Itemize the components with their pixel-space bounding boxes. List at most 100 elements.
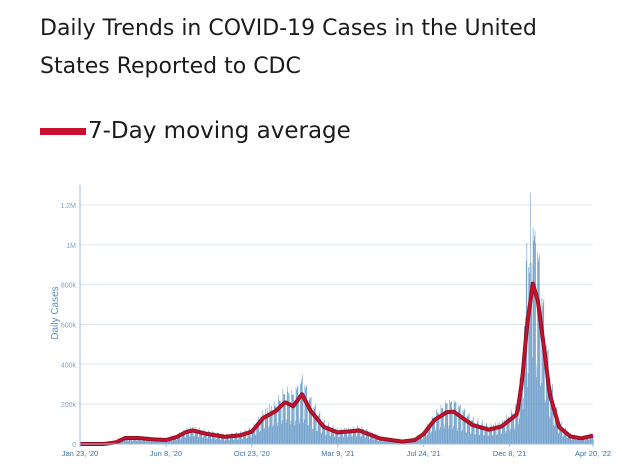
daily-case-bar — [549, 416, 550, 444]
daily-case-bar — [518, 418, 520, 444]
daily-case-bar — [202, 437, 204, 444]
daily-case-bar — [441, 408, 442, 444]
daily-case-bar — [590, 434, 592, 444]
daily-case-bar — [436, 412, 438, 444]
daily-case-bar — [540, 382, 542, 444]
daily-case-bar — [537, 252, 538, 444]
daily-case-bar — [567, 438, 568, 444]
daily-case-bar — [541, 297, 543, 444]
daily-case-bar — [291, 394, 293, 444]
daily-case-bar — [322, 422, 323, 444]
daily-case-bar — [368, 434, 370, 444]
daily-case-bar — [443, 428, 445, 444]
daily-case-bar — [386, 441, 388, 444]
daily-case-bar — [254, 435, 256, 444]
daily-case-bar — [474, 434, 476, 444]
daily-case-bar — [507, 418, 509, 444]
daily-case-bar — [310, 396, 312, 444]
daily-case-bar — [472, 418, 474, 444]
daily-case-bar — [307, 400, 308, 444]
y-tick-label: 1.2M — [60, 203, 76, 210]
daily-case-bar — [382, 441, 383, 444]
daily-case-bar — [349, 429, 350, 444]
daily-case-bar — [487, 426, 488, 444]
daily-case-bar — [355, 436, 357, 444]
daily-case-bar — [498, 425, 500, 444]
daily-case-bar — [127, 440, 129, 444]
daily-case-bar — [186, 430, 188, 444]
daily-case-bar — [576, 435, 578, 444]
x-tick-label: Jul 24, '21 — [407, 449, 441, 458]
daily-case-bar — [222, 433, 223, 444]
daily-case-bar — [131, 438, 133, 444]
daily-case-bar — [570, 435, 572, 444]
daily-case-bar — [426, 436, 427, 444]
daily-case-bar — [490, 426, 491, 444]
daily-case-bar — [566, 438, 568, 444]
daily-case-bar — [582, 436, 584, 444]
daily-case-bar — [502, 419, 503, 444]
daily-case-bar — [260, 415, 262, 444]
daily-case-bar — [266, 407, 268, 444]
daily-case-bar — [476, 421, 478, 444]
daily-case-bar — [202, 438, 203, 444]
daily-case-bar — [456, 412, 457, 444]
daily-case-bar — [481, 423, 482, 444]
daily-case-bar — [295, 387, 297, 444]
daily-case-bar — [337, 427, 338, 444]
daily-case-bar — [536, 365, 538, 444]
daily-case-bar — [352, 426, 354, 444]
daily-case-bar — [272, 426, 274, 444]
daily-case-bar — [198, 436, 200, 444]
daily-case-bar — [418, 440, 419, 444]
daily-case-bar — [249, 430, 251, 444]
daily-case-bar — [451, 412, 453, 444]
daily-case-bar — [552, 399, 554, 444]
daily-case-bar — [221, 433, 222, 444]
daily-case-bar — [419, 435, 421, 444]
daily-case-bar — [193, 436, 195, 444]
daily-case-bar — [208, 431, 210, 444]
daily-case-bar — [281, 420, 283, 444]
daily-case-bar — [189, 436, 190, 444]
daily-case-bar — [423, 432, 425, 444]
daily-case-bar — [317, 431, 318, 444]
daily-case-bar — [275, 404, 277, 444]
daily-case-bar — [530, 192, 531, 444]
daily-case-bar — [339, 429, 341, 444]
daily-case-bar — [446, 403, 447, 444]
daily-case-bar — [593, 439, 594, 444]
daily-case-bar — [506, 414, 508, 444]
daily-case-bar — [205, 431, 207, 444]
daily-case-bar — [233, 440, 234, 444]
daily-case-bar — [185, 436, 186, 444]
daily-case-bar — [303, 419, 305, 444]
daily-case-bar — [527, 386, 528, 444]
daily-case-bar — [215, 439, 217, 444]
daily-case-bar — [517, 410, 519, 444]
daily-case-bar — [546, 351, 548, 444]
daily-case-bar — [559, 425, 561, 444]
daily-case-bar — [423, 431, 424, 444]
daily-case-bar — [468, 412, 470, 444]
daily-case-bar — [118, 442, 120, 444]
daily-case-bar — [149, 441, 151, 444]
daily-case-bar — [302, 393, 304, 444]
daily-case-bar — [583, 437, 585, 444]
daily-case-bar — [225, 434, 227, 444]
daily-case-bar — [422, 438, 424, 444]
daily-case-bar — [206, 433, 207, 444]
daily-case-bar — [497, 434, 498, 444]
daily-case-bar — [144, 438, 146, 444]
daily-case-bar — [446, 402, 448, 444]
daily-case-bar — [262, 410, 264, 444]
daily-case-bar — [125, 436, 126, 444]
daily-case-bar — [503, 423, 504, 444]
daily-case-bar — [128, 440, 129, 444]
daily-case-bar — [357, 427, 359, 444]
daily-case-bar — [473, 422, 475, 444]
daily-case-bar — [340, 430, 342, 444]
daily-case-bar — [382, 441, 384, 444]
daily-case-bar — [140, 438, 141, 444]
daily-case-bar — [349, 430, 351, 444]
